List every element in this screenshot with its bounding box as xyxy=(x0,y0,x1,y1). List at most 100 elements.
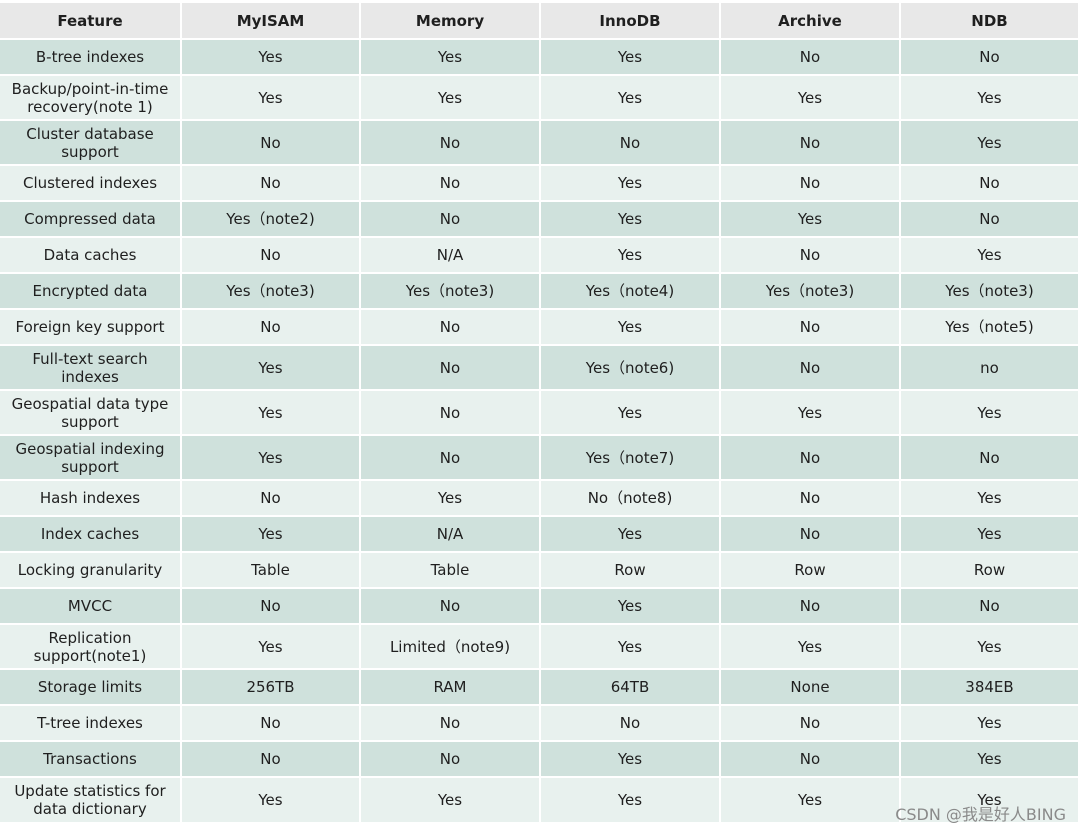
header-cell-archive: Archive xyxy=(721,3,901,40)
value-cell: No xyxy=(901,589,1080,625)
header-cell-myisam: MyISAM xyxy=(182,3,361,40)
value-cell: No xyxy=(182,742,361,778)
value-cell: Yes xyxy=(901,238,1080,274)
value-cell: Yes xyxy=(541,310,721,346)
header-cell-innodb: InnoDB xyxy=(541,3,721,40)
value-cell: 384EB xyxy=(901,670,1080,706)
feature-cell: Transactions xyxy=(0,742,182,778)
value-cell: No xyxy=(541,121,721,166)
value-cell: No xyxy=(361,706,541,742)
value-cell: No xyxy=(721,40,901,76)
feature-cell: Backup/point-in-time recovery(note 1) xyxy=(0,76,182,121)
value-cell: Yes xyxy=(541,589,721,625)
value-cell: No xyxy=(182,481,361,517)
value-cell: Yes xyxy=(541,742,721,778)
value-cell: Yes xyxy=(721,76,901,121)
value-cell: Row xyxy=(541,553,721,589)
value-cell: Yes xyxy=(541,625,721,670)
value-cell: no xyxy=(901,346,1080,391)
value-cell: Yes（note3) xyxy=(182,274,361,310)
value-cell: Yes（note4) xyxy=(541,274,721,310)
value-cell: Yes xyxy=(182,346,361,391)
value-cell: Yes xyxy=(901,391,1080,436)
feature-cell: Storage limits xyxy=(0,670,182,706)
value-cell: Yes xyxy=(182,76,361,121)
value-cell: Yes（note3) xyxy=(901,274,1080,310)
value-cell: No xyxy=(361,346,541,391)
header-cell-memory: Memory xyxy=(361,3,541,40)
value-cell: No xyxy=(901,436,1080,481)
value-cell: Row xyxy=(901,553,1080,589)
value-cell: Yes xyxy=(541,391,721,436)
value-cell: No xyxy=(721,166,901,202)
value-cell: Yes xyxy=(901,742,1080,778)
value-cell: No xyxy=(901,40,1080,76)
feature-cell: MVCC xyxy=(0,589,182,625)
value-cell: No xyxy=(721,481,901,517)
feature-cell: Locking granularity xyxy=(0,553,182,589)
value-cell: No xyxy=(361,391,541,436)
value-cell: Yes xyxy=(721,391,901,436)
feature-cell: B-tree indexes xyxy=(0,40,182,76)
value-cell: No（note8) xyxy=(541,481,721,517)
value-cell: Yes xyxy=(541,202,721,238)
value-cell: Yes xyxy=(182,40,361,76)
value-cell: Yes xyxy=(721,778,901,824)
value-cell: No xyxy=(901,202,1080,238)
value-cell: No xyxy=(182,166,361,202)
feature-cell: Hash indexes xyxy=(0,481,182,517)
value-cell: Yes xyxy=(361,778,541,824)
value-cell: Yes xyxy=(541,238,721,274)
feature-cell: Foreign key support xyxy=(0,310,182,346)
value-cell: N/A xyxy=(361,517,541,553)
value-cell: Yes（note3) xyxy=(361,274,541,310)
value-cell: Yes xyxy=(182,436,361,481)
header-cell-feature: Feature xyxy=(0,3,182,40)
value-cell: No xyxy=(182,589,361,625)
feature-cell: Full-text search indexes xyxy=(0,346,182,391)
value-cell: RAM xyxy=(361,670,541,706)
feature-cell: Geospatial data type support xyxy=(0,391,182,436)
value-cell: Yes xyxy=(901,625,1080,670)
value-cell: No xyxy=(182,121,361,166)
value-cell: 256TB xyxy=(182,670,361,706)
value-cell: No xyxy=(182,238,361,274)
value-cell: Yes xyxy=(182,391,361,436)
value-cell: No xyxy=(182,706,361,742)
value-cell: 64TB xyxy=(541,670,721,706)
value-cell: Yes（note5) xyxy=(901,310,1080,346)
value-cell: Yes xyxy=(901,76,1080,121)
value-cell: No xyxy=(361,166,541,202)
value-cell: Yes xyxy=(901,481,1080,517)
feature-cell: Cluster database support xyxy=(0,121,182,166)
value-cell: No xyxy=(361,121,541,166)
feature-cell: Data caches xyxy=(0,238,182,274)
value-cell: Yes xyxy=(541,40,721,76)
csdn-watermark: CSDN @我是好人BING xyxy=(895,805,1066,824)
value-cell: Yes xyxy=(901,778,1080,824)
feature-cell: Replication support(note1) xyxy=(0,625,182,670)
value-cell: No xyxy=(721,706,901,742)
value-cell: No xyxy=(361,589,541,625)
value-cell: Table xyxy=(182,553,361,589)
value-cell: Yes xyxy=(721,625,901,670)
value-cell: Table xyxy=(361,553,541,589)
value-cell: N/A xyxy=(361,238,541,274)
value-cell: No xyxy=(721,121,901,166)
value-cell: No xyxy=(721,589,901,625)
value-cell: Yes xyxy=(361,40,541,76)
feature-cell: Compressed data xyxy=(0,202,182,238)
value-cell: Yes xyxy=(901,121,1080,166)
value-cell: Yes xyxy=(361,481,541,517)
value-cell: Yes（note2) xyxy=(182,202,361,238)
value-cell: No xyxy=(721,346,901,391)
value-cell: Yes xyxy=(901,517,1080,553)
value-cell: No xyxy=(182,310,361,346)
feature-cell: T-tree indexes xyxy=(0,706,182,742)
value-cell: No xyxy=(361,436,541,481)
value-cell: Yes xyxy=(541,778,721,824)
value-cell: No xyxy=(721,310,901,346)
value-cell: None xyxy=(721,670,901,706)
feature-cell: Update statistics for data dictionary xyxy=(0,778,182,824)
value-cell: Yes xyxy=(182,625,361,670)
